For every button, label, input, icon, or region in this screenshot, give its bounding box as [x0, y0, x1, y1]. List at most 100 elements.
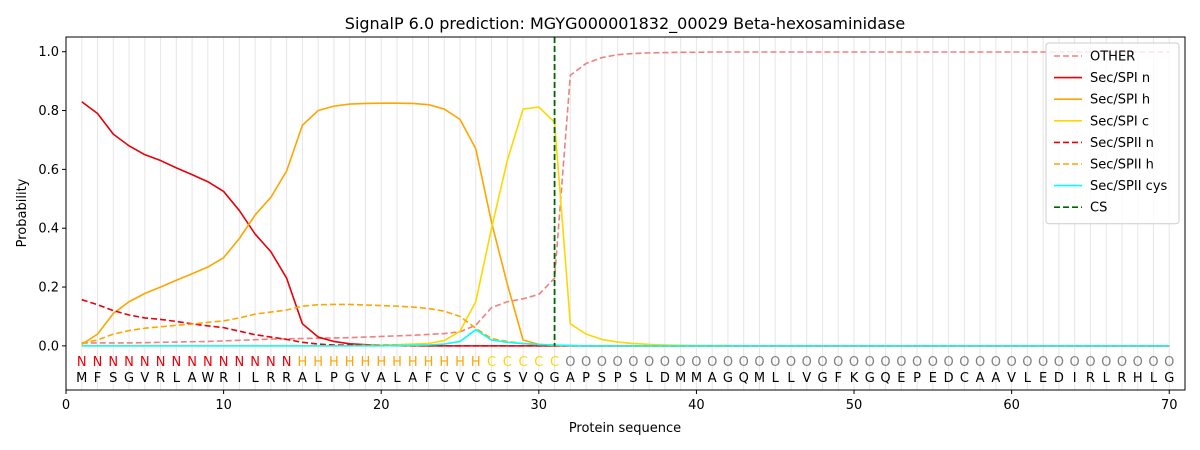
residue-letter: R — [156, 371, 165, 386]
residue-letter: M — [76, 371, 87, 386]
region-label: O — [880, 355, 890, 370]
residue-letter: L — [1150, 371, 1158, 386]
residue-letter: Q — [534, 371, 544, 386]
region-label: O — [770, 355, 780, 370]
region-label: H — [298, 355, 308, 370]
region-label: O — [849, 355, 859, 370]
residue-letter: K — [850, 371, 859, 386]
region-label: H — [392, 355, 402, 370]
x-tick-label: 50 — [846, 398, 863, 413]
legend: OTHER Sec/SPI n Sec/SPI h Sec/SPI c Sec/SPII… — [1045, 42, 1180, 225]
region-label: C — [534, 355, 543, 370]
residue-letter: R — [1117, 371, 1126, 386]
region-label: O — [975, 355, 985, 370]
region-label: O — [896, 355, 906, 370]
region-label: O — [802, 355, 812, 370]
region-label: H — [313, 355, 323, 370]
residue-letter: L — [393, 371, 401, 386]
residue-letter: V — [519, 371, 528, 386]
region-label: H — [361, 355, 371, 370]
residue-letter: A — [976, 371, 985, 386]
region-label: H — [471, 355, 481, 370]
legend-entry: CS — [1090, 201, 1107, 216]
region-label: O — [786, 355, 796, 370]
residue-letter: R — [1086, 371, 1095, 386]
region-label: O — [707, 355, 717, 370]
y-tick-label: 0.6 — [38, 163, 59, 178]
residue-letter: Q — [739, 371, 749, 386]
region-label: O — [1085, 355, 1095, 370]
residue-letter: M — [675, 371, 686, 386]
residue-letter: W — [201, 371, 214, 386]
region-label: O — [928, 355, 938, 370]
residue-letter: V — [456, 371, 465, 386]
residue-letter: A — [188, 371, 197, 386]
residue-letter: D — [660, 371, 670, 386]
region-label: N — [203, 355, 213, 370]
region-label: O — [723, 355, 733, 370]
region-label: O — [1164, 355, 1174, 370]
series-lines — [81, 51, 1170, 347]
region-label: O — [628, 355, 638, 370]
residue-letter: G — [817, 371, 827, 386]
y-tick-label: 0.0 — [38, 339, 59, 354]
residue-letter: G — [345, 371, 355, 386]
region-label: O — [817, 355, 827, 370]
legend-entry: Sec/SPI n — [1090, 71, 1150, 86]
region-label: O — [1038, 355, 1048, 370]
region-label: N — [124, 355, 134, 370]
residue-letter: C — [471, 371, 480, 386]
y-axis-label: Probability — [15, 178, 30, 247]
region-label: O — [833, 355, 843, 370]
region-label: C — [519, 355, 528, 370]
region-label: O — [1101, 355, 1111, 370]
x-tick-label: 10 — [215, 398, 232, 413]
residue-letter: G — [124, 371, 134, 386]
chart-title: SignalP 6.0 prediction: MGYG000001832_00… — [345, 14, 905, 34]
residue-letter: E — [1039, 371, 1047, 386]
x-tick-label: 40 — [688, 398, 705, 413]
region-label: C — [487, 355, 496, 370]
region-label: O — [1133, 355, 1143, 370]
residue-letter: S — [629, 371, 637, 386]
legend-entry: Sec/SPII cys — [1090, 179, 1168, 194]
residue-letter: S — [109, 371, 117, 386]
region-label: N — [234, 355, 244, 370]
residue-letter: G — [1164, 371, 1174, 386]
residue-letter: G — [723, 371, 733, 386]
legend-entry: Sec/SPI c — [1090, 114, 1149, 129]
residue-letter: F — [425, 371, 432, 386]
region-label: O — [1117, 355, 1127, 370]
x-tick-label: 70 — [1161, 398, 1178, 413]
residue-letter: G — [550, 371, 560, 386]
residue-letter: V — [802, 371, 811, 386]
region-label: O — [912, 355, 922, 370]
residue-letter: P — [582, 371, 590, 386]
residue-letter: L — [1024, 371, 1032, 386]
residue-letter: H — [1133, 371, 1143, 386]
residue-letter: L — [1103, 371, 1111, 386]
residue-letter: F — [94, 371, 101, 386]
region-label: N — [250, 355, 260, 370]
residue-letter: C — [440, 371, 449, 386]
region-label: O — [1148, 355, 1158, 370]
region-label: O — [565, 355, 575, 370]
plot-frame — [65, 36, 1186, 391]
residue-letter: I — [1073, 371, 1077, 386]
region-label: O — [1054, 355, 1064, 370]
region-label: O — [1007, 355, 1017, 370]
region-label: N — [219, 355, 229, 370]
y-tick-label: 0.2 — [38, 281, 59, 296]
residue-letter: G — [865, 371, 875, 386]
series-line-sec-spii-cys — [81, 328, 1170, 347]
residue-letter: F — [835, 371, 842, 386]
residue-letter: L — [315, 371, 323, 386]
y-tick-label: 0.4 — [38, 222, 59, 237]
residue-letter: A — [566, 371, 575, 386]
residue-letter: A — [708, 371, 717, 386]
region-label: O — [644, 355, 654, 370]
x-axis-label: Protein sequence — [569, 421, 681, 436]
axis-ticks: 0 10 20 30 40 50 60 70 0.0 0.2 0.4 0.6 0.8 1.0 — [38, 45, 1177, 413]
